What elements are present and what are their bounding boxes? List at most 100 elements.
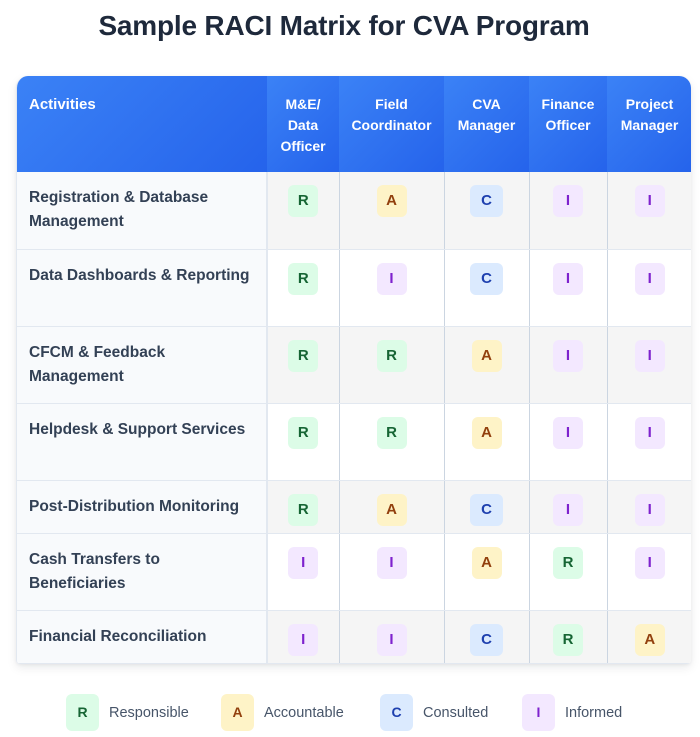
column-header-role: CVA Manager: [444, 76, 529, 172]
legend-label: Accountable: [264, 704, 344, 721]
raci-badge: C: [470, 262, 503, 295]
raci-cell: R: [267, 249, 339, 327]
raci-cell: I: [267, 533, 339, 611]
raci-badge: I: [553, 416, 583, 449]
raci-badge: I: [634, 262, 665, 295]
raci-badge: R: [288, 416, 319, 449]
legend-badge: A: [221, 694, 254, 731]
legend-label: Informed: [565, 704, 623, 721]
header-text-line: Coordinator: [351, 117, 432, 133]
raci-badge: I: [376, 262, 407, 295]
raci-badge: C: [470, 493, 503, 526]
legend-item: R Responsible: [66, 694, 189, 731]
raci-badge: I: [376, 623, 407, 656]
raci-badge: C: [470, 623, 503, 656]
raci-badge: I: [376, 546, 407, 579]
raci-badge: A: [471, 416, 502, 449]
raci-cell: I: [338, 533, 444, 611]
activity-cell: Post-Distribution Monitoring: [17, 480, 268, 534]
raci-cell: A: [338, 480, 444, 534]
activity-cell: Cash Transfers to Beneficiaries: [17, 533, 268, 611]
raci-badge: R: [376, 416, 407, 449]
column-header-role: Project Manager: [607, 76, 691, 172]
raci-badge: A: [376, 185, 407, 217]
raci-badge: A: [634, 623, 665, 656]
legend-item: C Consulted: [380, 694, 488, 731]
header-text-line: Activities: [29, 96, 96, 113]
raci-cell: I: [338, 610, 444, 664]
header-text-line: Finance: [541, 96, 595, 112]
raci-cell: I: [528, 480, 607, 534]
raci-cell: C: [443, 610, 529, 664]
raci-cell: I: [338, 249, 444, 327]
raci-cell: I: [528, 249, 607, 327]
raci-cell: C: [443, 172, 529, 250]
table-row: Data Dashboards & Reporting R I C I I: [17, 249, 691, 327]
table-row: Helpdesk & Support Services R R A I I: [17, 403, 691, 481]
header-text-line: Project: [625, 96, 674, 112]
raci-cell: R: [267, 172, 339, 250]
raci-cell: R: [338, 403, 444, 481]
table-row: Financial Reconciliation I I C R A: [17, 610, 691, 664]
raci-cell: R: [267, 480, 339, 534]
raci-badge: A: [376, 493, 407, 526]
raci-badge: I: [634, 416, 665, 449]
raci-cell: I: [606, 172, 691, 250]
raci-cell: I: [267, 610, 339, 664]
raci-cell: I: [528, 403, 607, 481]
raci-cell: R: [528, 533, 607, 611]
raci-cell: R: [528, 610, 607, 664]
raci-cell: C: [443, 249, 529, 327]
column-header-role: Field Coordinator: [339, 76, 444, 172]
legend-label: Consulted: [423, 704, 489, 721]
raci-cell: R: [267, 403, 339, 481]
page-title: Sample RACI Matrix for CVA Program: [98, 10, 590, 41]
raci-cell: A: [338, 172, 444, 250]
raci-cell: A: [443, 533, 529, 611]
header-text-line: Manager: [457, 117, 516, 133]
column-header-role: Finance Officer: [529, 76, 607, 172]
raci-badge: R: [553, 623, 583, 656]
raci-cell: I: [606, 249, 691, 327]
legend-badge: C: [380, 694, 413, 731]
legend-badge: R: [66, 694, 99, 731]
raci-cell: I: [528, 326, 607, 404]
raci-cell: I: [528, 172, 607, 250]
raci-badge: I: [634, 493, 665, 526]
raci-badge: I: [634, 546, 665, 579]
raci-cell: A: [443, 326, 529, 404]
header-text-line: Data: [287, 117, 319, 133]
table-row: CFCM & Feedback Management R R A I I: [17, 326, 691, 404]
raci-badge: I: [553, 185, 583, 217]
raci-badge: R: [288, 339, 319, 372]
raci-cell: C: [443, 480, 529, 534]
legend: R Responsible A Accountable C Consulted I Infor…: [0, 694, 700, 731]
header-text-line: Officer: [545, 117, 591, 133]
raci-badge: I: [288, 546, 319, 579]
table-body: Registration & Database Management R A C I I D…: [17, 172, 691, 664]
column-header-activities: Activities: [17, 76, 267, 172]
header-text-line: Manager: [620, 117, 679, 133]
raci-cell: R: [338, 326, 444, 404]
header-row: Activities M&E/Data Officer Field Coordinato…: [17, 76, 691, 172]
header-text-line: Field: [375, 96, 408, 112]
header-text-line: M&E/: [285, 96, 321, 112]
raci-badge: I: [634, 339, 665, 372]
raci-cell: I: [606, 403, 691, 481]
activity-cell: CFCM & Feedback Management: [17, 326, 268, 404]
raci-badge: I: [553, 339, 583, 372]
raci-badge: R: [288, 262, 319, 295]
raci-badge: R: [288, 493, 319, 526]
table-row: Post-Distribution Monitoring R A C I I: [17, 480, 691, 534]
raci-badge: R: [376, 339, 407, 372]
raci-badge: C: [470, 185, 503, 217]
raci-badge: I: [553, 493, 583, 526]
raci-badge: R: [553, 546, 583, 579]
raci-cell: I: [606, 326, 691, 404]
table-row: Cash Transfers to Beneficiaries I I A R I: [17, 533, 691, 611]
raci-cell: I: [606, 480, 691, 534]
activity-cell: Financial Reconciliation: [17, 610, 268, 664]
raci-cell: A: [443, 403, 529, 481]
activity-cell: Data Dashboards & Reporting: [17, 249, 268, 327]
